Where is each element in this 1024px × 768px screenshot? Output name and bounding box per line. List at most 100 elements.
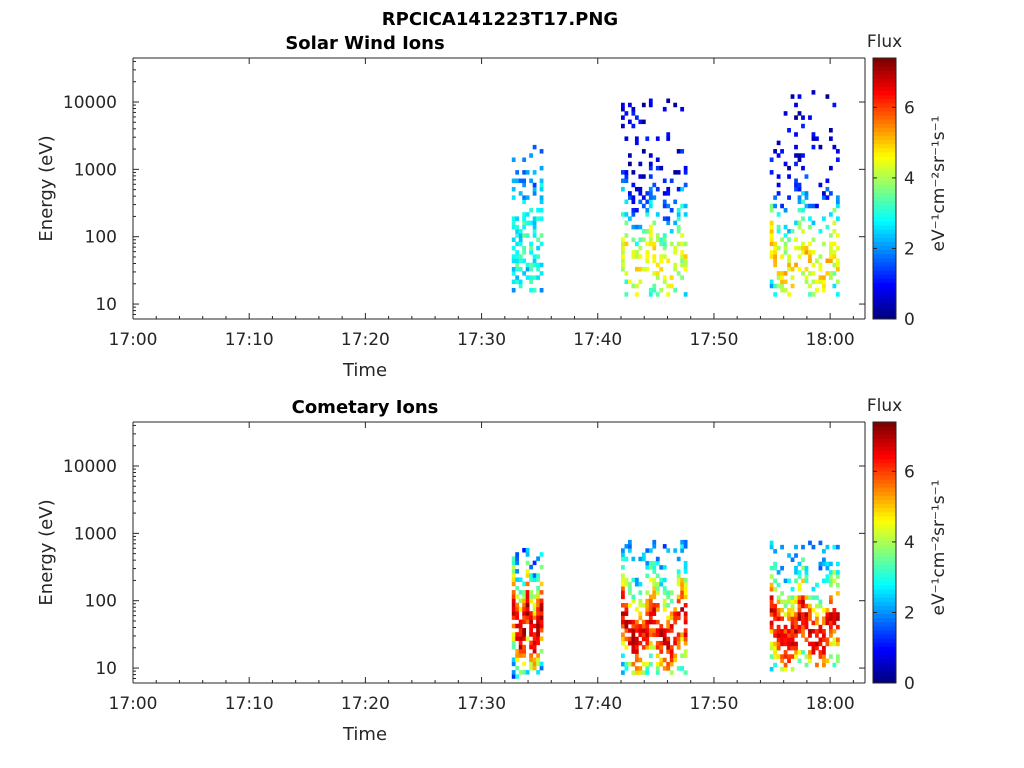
heatmap-cell <box>773 254 777 259</box>
heatmap-cell <box>532 665 537 671</box>
heatmap-cell <box>683 632 688 637</box>
heatmap-cell <box>645 661 650 667</box>
heatmap-cell <box>769 603 774 609</box>
heatmap-cell <box>621 624 625 629</box>
heatmap-cell <box>659 254 664 259</box>
heatmap-cell <box>666 649 671 654</box>
heatmap-cell <box>621 670 625 675</box>
heatmap-cell <box>676 229 681 234</box>
heatmap-cell <box>638 603 643 608</box>
heatmap-cell <box>801 207 805 213</box>
heatmap-cell <box>680 666 685 671</box>
heatmap-cell <box>536 237 540 242</box>
heatmap-cell <box>515 606 520 612</box>
heatmap-cell <box>669 241 674 247</box>
heatmap-cell <box>666 283 671 289</box>
heatmap-cell <box>811 620 816 626</box>
colorbar-segment <box>873 204 896 210</box>
heatmap-cell <box>638 556 643 562</box>
heatmap-cell <box>794 153 798 158</box>
heatmap-cell <box>641 661 646 667</box>
heatmap-cell <box>529 153 533 158</box>
heatmap-cell <box>797 220 802 226</box>
heatmap-cell <box>776 645 781 651</box>
heatmap-cell <box>794 616 798 621</box>
heatmap-cell <box>652 287 657 293</box>
heatmap-cell <box>832 144 837 150</box>
heatmap-cell <box>621 115 625 120</box>
x-axis-label: Time <box>342 360 387 381</box>
heatmap-cell <box>539 208 544 213</box>
heatmap-cell <box>769 654 774 659</box>
heatmap-cell <box>801 595 805 600</box>
x-tick-label: 17:20 <box>341 330 390 350</box>
heatmap-cell <box>624 619 629 625</box>
heatmap-cell <box>529 250 533 255</box>
heatmap-cell <box>801 603 805 609</box>
colorbar-segment <box>873 438 896 443</box>
heatmap-cell <box>780 275 784 280</box>
colorbar-segment <box>873 111 896 116</box>
heatmap-cell <box>673 653 678 659</box>
heatmap-cell <box>659 624 664 629</box>
heatmap-cell <box>532 144 537 150</box>
heatmap-cell <box>522 661 527 667</box>
heatmap-cell <box>627 586 632 591</box>
heatmap-cell <box>683 212 688 217</box>
heatmap-cell <box>780 637 784 642</box>
heatmap-cell <box>769 157 774 162</box>
heatmap-cell <box>652 258 657 264</box>
heatmap-cell <box>825 612 830 617</box>
heatmap-cell <box>794 578 798 584</box>
heatmap-cell <box>539 182 544 188</box>
heatmap-cell <box>790 603 795 609</box>
heatmap-cell <box>769 254 774 259</box>
heatmap-cell <box>787 599 791 605</box>
heatmap-cell <box>648 594 653 600</box>
heatmap-cell <box>835 574 840 579</box>
heatmap-cell <box>773 616 777 621</box>
heatmap-cell <box>666 636 671 642</box>
heatmap-cell <box>790 633 795 638</box>
y-tick-label: 100 <box>85 592 117 612</box>
y-tick-label: 10 <box>95 659 117 679</box>
heatmap-cell <box>790 654 795 659</box>
heatmap-cell <box>627 581 632 587</box>
heatmap-cell <box>794 262 798 268</box>
heatmap-cell <box>539 619 544 625</box>
heatmap-cell <box>787 266 791 272</box>
heatmap-cell <box>525 552 530 557</box>
colorbar-segment <box>873 475 896 480</box>
colorbar-label: Flux <box>867 396 902 416</box>
heatmap-cell <box>634 292 639 297</box>
heatmap-cell <box>808 616 812 621</box>
heatmap-cell <box>776 624 781 630</box>
heatmap-cell <box>539 590 544 595</box>
heatmap-cell <box>525 266 530 272</box>
heatmap-cell <box>522 581 527 587</box>
heatmap-cell <box>621 237 625 242</box>
heatmap-cell <box>769 574 774 579</box>
heatmap-cell <box>787 633 791 638</box>
heatmap-cell <box>621 250 625 255</box>
heatmap-cell <box>532 186 537 192</box>
heatmap-cell <box>662 279 667 285</box>
heatmap-cell <box>532 661 537 667</box>
heatmap-cell <box>659 577 664 583</box>
heatmap-cell <box>790 624 795 630</box>
heatmap-cell <box>536 627 540 633</box>
heatmap-cell <box>655 581 660 587</box>
colorbar-segment <box>873 106 896 112</box>
heatmap-cell <box>645 598 650 604</box>
heatmap-cell <box>645 191 650 196</box>
heatmap-cell <box>638 590 643 595</box>
heatmap-cell <box>515 262 520 268</box>
heatmap-cell <box>621 556 625 562</box>
heatmap-cell <box>673 607 678 612</box>
heatmap-cell <box>539 262 544 268</box>
heatmap-cell <box>511 670 516 675</box>
heatmap-cell <box>780 591 784 596</box>
heatmap-cell <box>811 132 816 137</box>
heatmap-cell <box>634 666 639 671</box>
heatmap-cell <box>825 620 830 626</box>
